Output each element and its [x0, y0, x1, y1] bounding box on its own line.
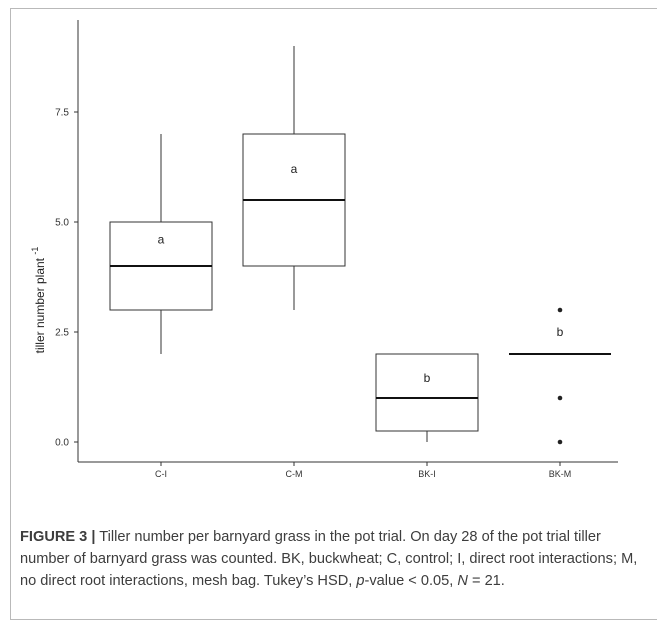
- x-tick-label: BK-I: [418, 469, 436, 479]
- y-tick-label: 0.0: [55, 438, 69, 449]
- caption-n-symbol: N: [457, 573, 468, 589]
- significance-letter: b: [424, 371, 431, 385]
- outlier-point: [557, 395, 563, 401]
- y-tick-label: 7.5: [55, 108, 69, 119]
- frame-border-top: [10, 8, 657, 9]
- outlier-point: [557, 439, 563, 445]
- y-axis-label-superscript: -1: [30, 247, 40, 255]
- significance-letter: a: [158, 233, 165, 247]
- figure-caption: FIGURE 3 | Tiller number per barnyard gr…: [20, 526, 650, 592]
- box: [375, 353, 479, 432]
- y-axis-label-text: tiller number plant: [33, 255, 47, 354]
- x-tick-label: C-M: [286, 469, 303, 479]
- significance-letter: b: [557, 325, 564, 339]
- caption-text-3: = 21.: [467, 573, 505, 589]
- figure-label: FIGURE 3: [20, 529, 88, 545]
- caption-text-1: Tiller number per barnyard grass in the …: [20, 529, 638, 589]
- caption-separator: |: [91, 529, 96, 545]
- frame-border-bottom: [10, 619, 657, 620]
- frame-border-left: [10, 8, 11, 620]
- y-tick-label: 2.5: [55, 328, 69, 339]
- outlier-point: [557, 307, 563, 313]
- significance-letter: a: [291, 162, 298, 176]
- caption-p-symbol: p: [356, 573, 365, 589]
- y-tick-label: 5.0: [55, 218, 69, 229]
- x-tick-label: C-I: [155, 469, 167, 479]
- boxplot-chart: 0.0 2.5 5.0 7.5 tiller number plant -1 C-I C-M…: [30, 20, 618, 479]
- x-tick-label: BK-M: [549, 469, 572, 479]
- caption-text-2: -value < 0.05,: [364, 573, 458, 589]
- y-axis-label: tiller number plant -1: [30, 247, 47, 354]
